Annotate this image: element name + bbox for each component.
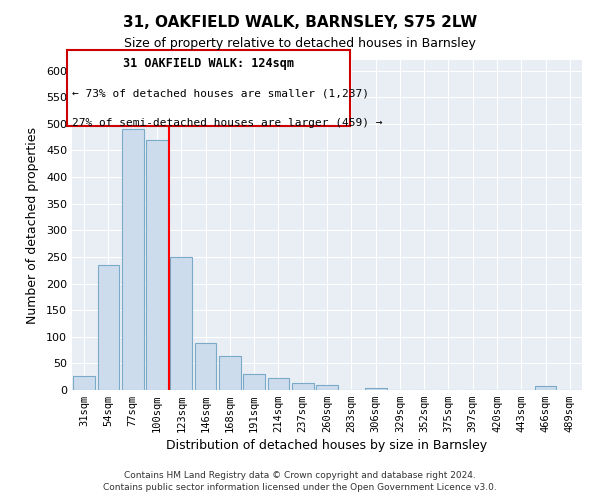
Text: Contains public sector information licensed under the Open Government Licence v3: Contains public sector information licen… <box>103 484 497 492</box>
Text: 31 OAKFIELD WALK: 124sqm: 31 OAKFIELD WALK: 124sqm <box>123 56 294 70</box>
Text: ← 73% of detached houses are smaller (1,237): ← 73% of detached houses are smaller (1,… <box>72 88 369 98</box>
Bar <box>97 266 119 390</box>
Bar <box>243 374 265 390</box>
Text: Size of property relative to detached houses in Barnsley: Size of property relative to detached ho… <box>124 38 476 51</box>
Text: 31, OAKFIELD WALK, BARNSLEY, S75 2LW: 31, OAKFIELD WALK, BARNSLEY, S75 2LW <box>123 15 477 30</box>
Bar <box>146 140 168 390</box>
Bar <box>122 128 143 390</box>
Y-axis label: Number of detached properties: Number of detached properties <box>26 126 39 324</box>
Bar <box>73 376 95 390</box>
Text: 27% of semi-detached houses are larger (459) →: 27% of semi-detached houses are larger (… <box>72 118 383 128</box>
Bar <box>535 386 556 390</box>
FancyBboxPatch shape <box>67 50 350 126</box>
X-axis label: Distribution of detached houses by size in Barnsley: Distribution of detached houses by size … <box>166 440 488 452</box>
Bar <box>194 343 217 390</box>
Bar <box>170 257 192 390</box>
Bar <box>316 384 338 390</box>
Text: Contains HM Land Registry data © Crown copyright and database right 2024.: Contains HM Land Registry data © Crown c… <box>124 471 476 480</box>
Bar <box>219 356 241 390</box>
Bar <box>292 383 314 390</box>
Bar <box>268 378 289 390</box>
Bar <box>365 388 386 390</box>
